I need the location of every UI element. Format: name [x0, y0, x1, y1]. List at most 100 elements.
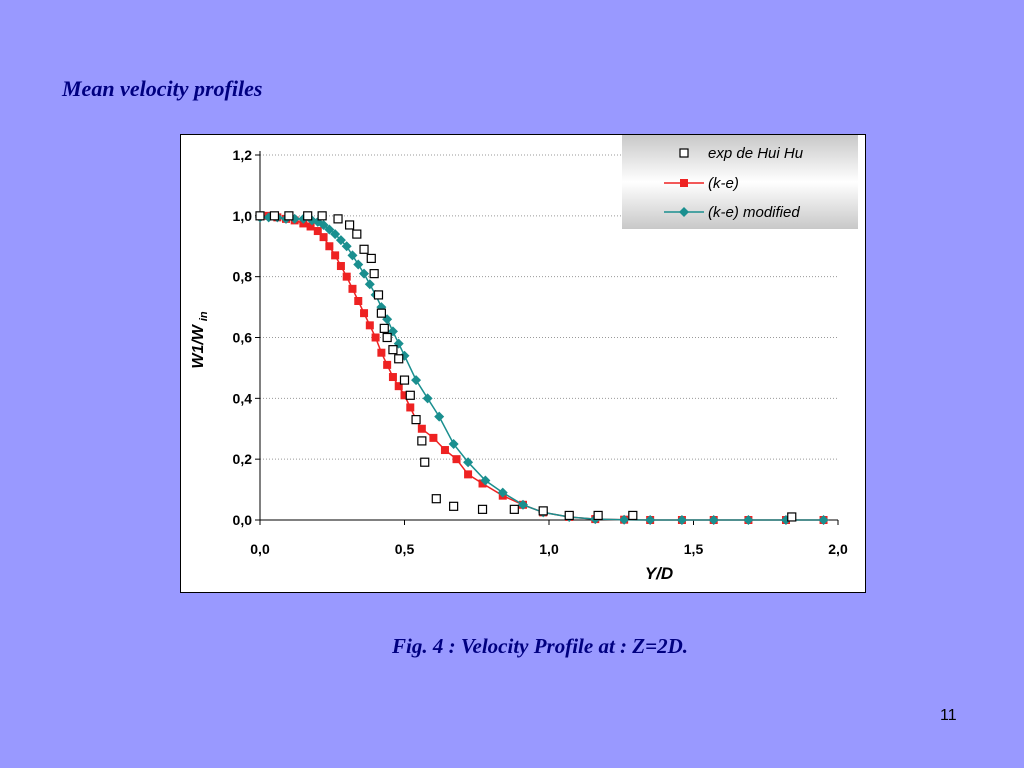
data-point — [331, 251, 340, 260]
data-point — [269, 211, 280, 221]
y-axis-label-main: W1/W — [190, 323, 207, 368]
data-point — [411, 415, 421, 425]
data-point — [317, 211, 327, 221]
data-point — [497, 487, 508, 498]
data-point — [388, 345, 398, 355]
data-point — [434, 411, 445, 422]
y-tick-label: 0,0 — [233, 512, 253, 528]
y-axis-label-subscript: in — [198, 311, 210, 321]
data-point — [564, 510, 574, 521]
data-point — [420, 457, 430, 467]
x-tick-label: 1,5 — [684, 541, 704, 557]
data-point — [406, 403, 415, 412]
data-point — [645, 515, 656, 525]
y-tick-label: 1,0 — [233, 208, 253, 224]
figure-caption: Fig. 4 : Velocity Profile at : Z=2D. — [392, 634, 688, 658]
data-point — [477, 504, 488, 514]
data-point — [411, 375, 422, 386]
gridlines — [260, 154, 838, 460]
data-point — [400, 391, 409, 400]
data-point — [394, 382, 403, 391]
data-point — [399, 375, 410, 385]
data-point — [628, 510, 638, 521]
data-point — [463, 457, 474, 468]
data-point — [330, 229, 341, 240]
data-point — [359, 244, 369, 254]
data-point — [352, 229, 362, 239]
data-point — [383, 360, 392, 369]
series-line — [260, 215, 824, 521]
data-point — [379, 323, 389, 333]
data-point — [342, 272, 351, 281]
data-point — [348, 284, 357, 293]
data-point — [676, 515, 687, 525]
slide-heading: Mean velocity profiles — [62, 76, 263, 101]
x-tick-label: 1,0 — [539, 541, 559, 557]
data-point — [509, 504, 519, 514]
data-point — [743, 515, 754, 525]
data-point — [366, 253, 376, 264]
data-point — [478, 479, 487, 488]
legend-label: exp de Hui Hu — [708, 145, 804, 162]
velocity-profile-chart: 0,0 0,2 0,4 0,6 0,8 1,0 1,2 0,0 0,5 1,0 1,5 2,0 Y/D… — [180, 134, 866, 593]
page-number: 11 — [940, 707, 957, 724]
data-point — [365, 321, 374, 330]
data-point — [708, 515, 719, 525]
y-axis-label: W1/W in — [190, 311, 210, 369]
data-point — [336, 262, 345, 271]
data-point — [593, 510, 603, 521]
data-point — [360, 309, 369, 318]
data-point — [255, 211, 265, 221]
data-point — [306, 222, 315, 231]
axes: 0,0 0,2 0,4 0,6 0,8 1,0 1,2 0,0 0,5 1,0 1,5 2,0 — [233, 147, 848, 557]
data-point — [818, 515, 829, 525]
y-tick-label: 0,2 — [233, 451, 253, 467]
data-point — [371, 333, 380, 342]
data-point — [364, 279, 375, 290]
y-tick-label: 0,4 — [233, 390, 253, 406]
data-point — [313, 227, 322, 236]
legend-marker — [680, 179, 688, 187]
data-point — [619, 514, 630, 525]
data-point — [376, 308, 386, 318]
data-point — [325, 242, 334, 251]
data-point — [303, 211, 313, 221]
data-point — [341, 241, 352, 252]
data-point — [452, 455, 461, 464]
y-tick-label: 0,6 — [233, 330, 253, 346]
data-point — [347, 250, 358, 261]
data-point — [431, 494, 441, 504]
chart-svg: 0,0 0,2 0,4 0,6 0,8 1,0 1,2 0,0 0,5 1,0 1,5 2,0 Y/D… — [190, 135, 858, 583]
x-tick-label: 2,0 — [828, 541, 848, 557]
data-point — [787, 512, 797, 522]
data-point — [394, 354, 404, 364]
data-point — [318, 219, 329, 230]
data-point — [448, 438, 459, 449]
y-tick-label: 1,2 — [233, 147, 253, 163]
data-point — [440, 446, 449, 455]
data-point — [333, 214, 343, 224]
data-point — [417, 424, 426, 433]
legend-marker — [679, 207, 689, 217]
data-point — [319, 233, 328, 242]
data-point — [369, 269, 379, 279]
x-axis-label: Y/D — [645, 564, 673, 583]
data-point — [353, 259, 364, 270]
data-point — [354, 297, 363, 305]
legend-marker — [679, 148, 689, 158]
data-point — [417, 436, 427, 446]
x-tick-label: 0,0 — [250, 541, 270, 557]
legend-background — [622, 135, 858, 229]
data-point — [324, 224, 335, 235]
data-point — [284, 211, 294, 221]
series-0 — [255, 211, 797, 522]
data-point — [344, 220, 355, 230]
legend: exp de Hui Hu (k-e) (k-e) modified — [622, 135, 858, 229]
legend-label: (k-e) — [708, 175, 739, 192]
data-point — [464, 470, 473, 479]
legend-label: (k-e) modified — [708, 204, 800, 221]
data-point — [387, 326, 398, 337]
data-point — [335, 235, 346, 246]
series-2 — [255, 212, 829, 525]
data-point — [373, 290, 384, 300]
